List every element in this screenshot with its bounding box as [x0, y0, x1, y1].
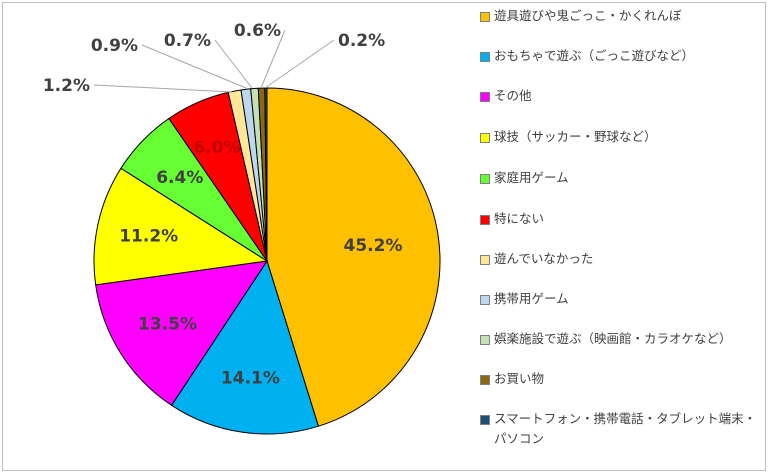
legend-item: 遊具遊びや鬼ごっこ・かくれんぼ: [480, 6, 762, 26]
data-label: 0.2%: [338, 31, 385, 51]
legend-label: 家庭用ゲーム: [494, 170, 569, 185]
legend-swatch: [480, 174, 490, 184]
legend-swatch: [480, 415, 490, 425]
data-label: 6.4%: [156, 168, 203, 188]
leader-line: [214, 39, 253, 89]
legend-item: 携帯用ゲーム: [480, 289, 762, 309]
data-label: 13.5%: [138, 315, 197, 335]
legend-item: お買い物: [480, 369, 762, 389]
legend-item: その他: [480, 86, 762, 106]
legend-label: スマートフォン・携帯電話・タブレット端末・パソコン: [494, 411, 757, 446]
legend-item: 家庭用ゲーム: [480, 168, 762, 188]
legend-swatch: [480, 52, 490, 62]
legend-swatch: [480, 92, 490, 102]
chart-legend: 遊具遊びや鬼ごっこ・かくれんぼ おもちゃで遊ぶ（ごっこ遊びなど） その他球技（サッカ…: [480, 6, 762, 466]
data-label: 0.6%: [234, 21, 281, 41]
data-label: 1.2%: [43, 76, 90, 96]
legend-item: スマートフォン・携帯電話・タブレット端末・パソコン: [480, 409, 762, 449]
legend-label: 球技（サッカー・野球など）: [494, 129, 657, 144]
legend-item: 娯楽施設で遊ぶ（映画館・カラオケなど）: [480, 329, 762, 349]
legend-label: お買い物: [494, 371, 545, 386]
legend-swatch: [480, 335, 490, 345]
pie-slice: [93, 167, 269, 286]
data-label: 11.2%: [119, 226, 178, 246]
data-label: 45.2%: [344, 236, 403, 256]
leader-line: [141, 44, 247, 89]
legend-swatch: [480, 215, 490, 225]
pie-slice: [170, 259, 320, 435]
legend-swatch: [480, 375, 490, 385]
legend-label: 特にない: [494, 211, 545, 226]
legend-item: 遊んでいなかった: [480, 249, 762, 269]
legend-label: 娯楽施設で遊ぶ（映画館・カラオケなど）: [494, 331, 732, 346]
data-label: 6.0%: [193, 138, 240, 158]
leader-line: [93, 84, 233, 93]
legend-label: その他: [494, 88, 532, 103]
pie-slice: [264, 87, 268, 262]
data-label: 14.1%: [221, 369, 280, 389]
legend-item: 球技（サッカー・野球など）: [480, 127, 762, 147]
data-label: 0.9%: [91, 36, 138, 56]
legend-label: おもちゃで遊ぶ（ごっこ遊びなど）: [494, 48, 695, 63]
legend-swatch: [480, 12, 490, 22]
leader-line: [260, 29, 286, 89]
legend-swatch: [480, 295, 490, 305]
legend-swatch: [480, 133, 490, 143]
legend-item: おもちゃで遊ぶ（ごっこ遊びなど）: [480, 46, 762, 66]
legend-swatch: [480, 255, 490, 265]
legend-label: 遊んでいなかった: [494, 251, 594, 266]
pie-slice: [266, 87, 441, 427]
legend-label: 携帯用ゲーム: [494, 291, 569, 306]
pie-slice: [95, 260, 269, 406]
leader-line: [264, 39, 335, 89]
legend-item: 特にない: [480, 209, 762, 229]
data-label: 0.7%: [164, 31, 211, 51]
legend-label: 遊具遊びや鬼ごっこ・かくれんぼ: [494, 8, 682, 23]
